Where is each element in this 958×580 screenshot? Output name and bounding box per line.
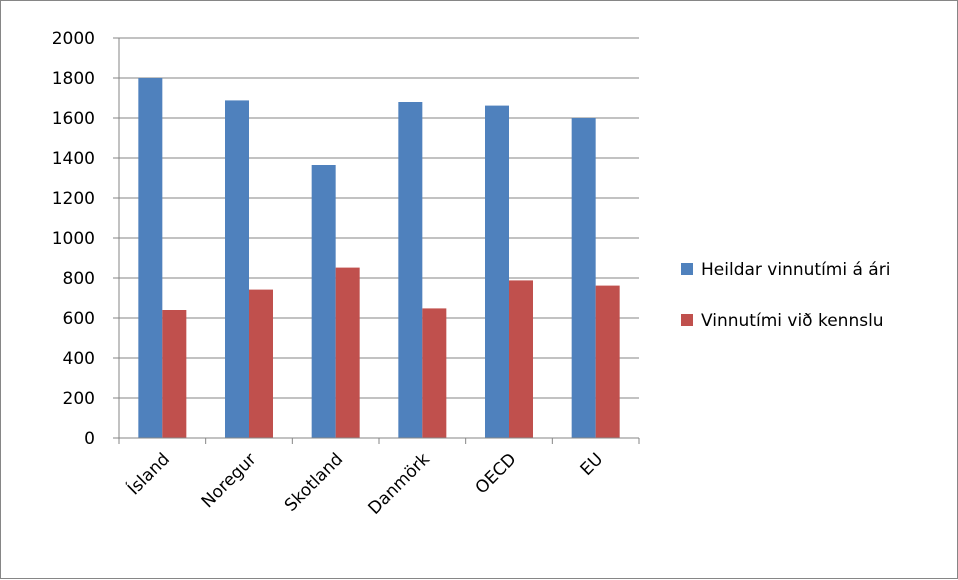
bar-heildar-3 — [398, 102, 423, 438]
gridlines — [119, 37, 639, 399]
y-tick-label: 400 — [63, 349, 95, 369]
y-tick-label: 600 — [63, 309, 95, 329]
bar-heildar-2 — [311, 165, 336, 438]
x-category-label: OECD — [472, 449, 521, 498]
bar-heildar-4 — [485, 105, 509, 438]
y-tick-label: 800 — [63, 269, 95, 289]
bar-kennsla-3 — [422, 308, 447, 438]
y-tick-label: 200 — [63, 389, 95, 409]
x-category-label: Ísland — [123, 448, 174, 499]
x-category-label: Skotland — [281, 449, 347, 515]
y-tick-label: 1800 — [52, 69, 95, 89]
bar-heildar-0 — [138, 78, 163, 438]
bars — [138, 78, 620, 439]
x-axis-ticks: Ísland Noregur Skotland Danmörk OECD EU — [118, 438, 640, 519]
y-tick-label: 1200 — [52, 189, 95, 209]
legend-swatch — [681, 314, 693, 326]
bar-heildar-5 — [571, 118, 596, 438]
x-category-label: Noregur — [198, 449, 261, 512]
y-tick-label: 1400 — [52, 149, 95, 169]
y-tick-label: 2000 — [52, 29, 95, 49]
x-category-label: Danmörk — [365, 449, 434, 518]
y-tick-label: 0 — [84, 429, 95, 449]
legend-label: Vinnutími við kennslu — [701, 311, 884, 331]
bar-heildar-1 — [225, 100, 249, 439]
legend-label: Heildar vinnutími á ári — [701, 260, 890, 280]
bar-kennsla-0 — [162, 310, 187, 438]
legend-swatch — [681, 263, 693, 275]
y-tick-label: 1600 — [52, 109, 95, 129]
bar-kennsla-4 — [509, 280, 533, 438]
x-category-label: EU — [577, 449, 608, 480]
y-axis-ticks: 0 200 400 600 800 1000 1200 1400 1600 1800 2000 — [52, 29, 119, 449]
legend: Heildar vinnutími á ári Vinnutími við ken… — [681, 260, 890, 331]
bar-kennsla-1 — [249, 289, 273, 438]
bar-kennsla-5 — [595, 285, 620, 438]
bar-kennsla-2 — [335, 267, 360, 438]
y-tick-label: 1000 — [52, 229, 95, 249]
